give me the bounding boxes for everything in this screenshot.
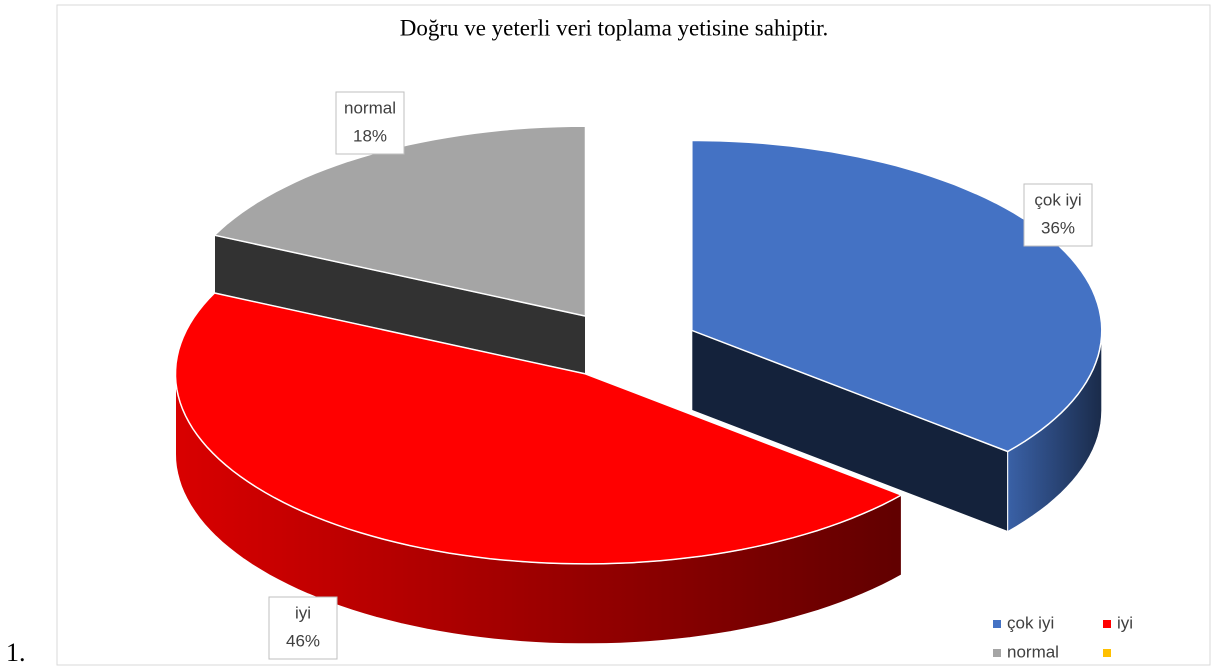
- data-label-value: 36%: [1041, 218, 1075, 237]
- chart-title: Doğru ve yeterli veri toplama yetisine s…: [400, 15, 829, 40]
- pie-slice: [691, 139, 1103, 533]
- legend-swatch: [1103, 620, 1111, 628]
- list-marker: 1.: [6, 638, 26, 667]
- slice-top: [212, 125, 587, 318]
- data-label-category: çok iyi: [1034, 190, 1081, 209]
- legend-label: iyi: [1117, 613, 1133, 632]
- legend-swatch: [993, 620, 1001, 628]
- data-label-category: iyi: [295, 603, 311, 622]
- pie-slice: [174, 292, 904, 645]
- data-label-box: [335, 91, 405, 155]
- slice-top: [174, 292, 904, 565]
- legend-swatch: [1103, 649, 1111, 657]
- legend-label: normal: [1007, 642, 1059, 661]
- data-label-value: 18%: [353, 126, 387, 145]
- slice-top: [691, 139, 1103, 453]
- legend-label: çok iyi: [1007, 613, 1054, 632]
- data-label-box: [1023, 183, 1093, 247]
- data-label-category: normal: [344, 98, 396, 117]
- data-label-box: [268, 596, 338, 660]
- data-label-value: 46%: [286, 631, 320, 650]
- legend-swatch: [993, 649, 1001, 657]
